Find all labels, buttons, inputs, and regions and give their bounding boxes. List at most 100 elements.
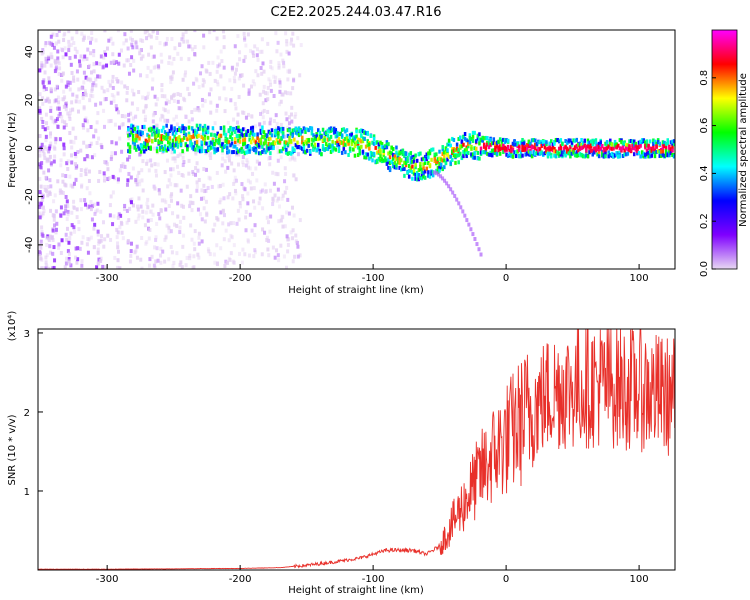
ridge-cell [658, 141, 662, 146]
noise-cell [96, 201, 100, 206]
noise-cell [255, 53, 259, 58]
noise-cell [147, 33, 151, 38]
noise-cell [276, 158, 280, 163]
noise-cell [193, 30, 197, 33]
ridge-cell [208, 146, 211, 151]
noise-cell [162, 106, 166, 111]
noise-cell [107, 176, 111, 181]
ridge-cell [457, 137, 460, 142]
noise-cell [116, 245, 120, 250]
noise-cell [94, 102, 98, 107]
ridge-cell [159, 146, 162, 151]
noise-cell [235, 62, 239, 67]
noise-cell [82, 70, 86, 75]
noise-cell [250, 228, 254, 233]
ridge-cell [347, 141, 350, 146]
ridge-cell [181, 149, 184, 154]
noise-cell [112, 99, 116, 104]
x-tick-label: -100 [362, 273, 385, 284]
noise-cell [119, 220, 123, 225]
noise-cell [203, 219, 207, 224]
noise-cell [156, 97, 160, 102]
ridge-cell [269, 136, 272, 141]
noise-cell [148, 228, 152, 233]
colorbar-gradient [711, 29, 738, 270]
noise-cell [176, 164, 180, 169]
ridge-cell [299, 131, 302, 136]
ridge-cell [540, 150, 543, 155]
noise-cell [78, 63, 82, 68]
noise-cell [179, 92, 183, 97]
noise-cell [47, 158, 51, 163]
ridge-cell [648, 154, 652, 159]
noise-cell [117, 125, 121, 130]
noise-cell [292, 173, 296, 178]
noise-cell [116, 230, 120, 235]
ridge-cell [465, 147, 468, 152]
ridge-cell [661, 152, 665, 157]
ridge-cell [324, 131, 328, 136]
noise-cell [221, 156, 225, 161]
ridge-cell [176, 136, 180, 141]
noise-cell [241, 247, 245, 252]
ridge-cell [155, 146, 159, 151]
ridge-cell [570, 140, 574, 145]
noise-cell [247, 165, 251, 170]
noise-cell [291, 156, 295, 161]
ridge-cell [553, 141, 556, 146]
ridge-cell [259, 137, 263, 142]
ridge-cell [417, 152, 421, 157]
noise-cell [51, 237, 55, 242]
noise-cell [46, 236, 50, 241]
noise-cell [42, 152, 46, 157]
noise-cell [254, 166, 258, 171]
ridge-cell [318, 136, 322, 141]
noise-cell [192, 241, 196, 246]
noise-cell [298, 218, 302, 223]
ridge-cell [202, 128, 205, 133]
noise-cell [184, 70, 188, 75]
ridge-cell [186, 144, 189, 149]
ridge-cell [361, 139, 365, 144]
ridge-cell [360, 144, 363, 149]
ridge-cell [446, 152, 449, 157]
noise-cell [215, 103, 219, 108]
tail-cell [455, 197, 459, 202]
ridge-cell [647, 146, 650, 151]
noise-cell [247, 253, 251, 258]
ridge-cell [278, 139, 282, 144]
ridge-cell [459, 151, 462, 156]
x-tick-label: -100 [362, 574, 385, 585]
noise-cell [204, 188, 208, 193]
noise-cell [60, 238, 64, 243]
ridge-cell [510, 148, 513, 153]
noise-cell [50, 116, 54, 121]
ridge-cell [366, 139, 369, 144]
ridge-cell [240, 149, 243, 154]
noise-cell [282, 134, 286, 139]
ridge-cell [361, 136, 365, 141]
noise-cell [280, 92, 284, 97]
ridge-cell [403, 173, 406, 178]
ridge-cell [240, 132, 243, 137]
ridge-cell [237, 133, 240, 138]
ridge-cell [612, 153, 615, 158]
noise-cell [61, 71, 65, 76]
noise-cell [67, 256, 71, 261]
noise-cell [168, 99, 172, 104]
ridge-cell [280, 129, 283, 134]
ridge-cell [637, 140, 641, 145]
ridge-cell [249, 130, 253, 135]
ridge-cell [358, 151, 361, 156]
ridge-cell [661, 145, 665, 150]
noise-cell [38, 211, 42, 216]
noise-cell [158, 216, 162, 221]
noise-cell [272, 74, 276, 79]
noise-cell [267, 253, 271, 258]
ridge-cell [476, 150, 480, 155]
noise-cell [54, 118, 58, 123]
ridge-cell [230, 131, 234, 136]
noise-cell [40, 161, 44, 166]
noise-cell [47, 56, 51, 61]
ridge-cell [593, 150, 596, 155]
